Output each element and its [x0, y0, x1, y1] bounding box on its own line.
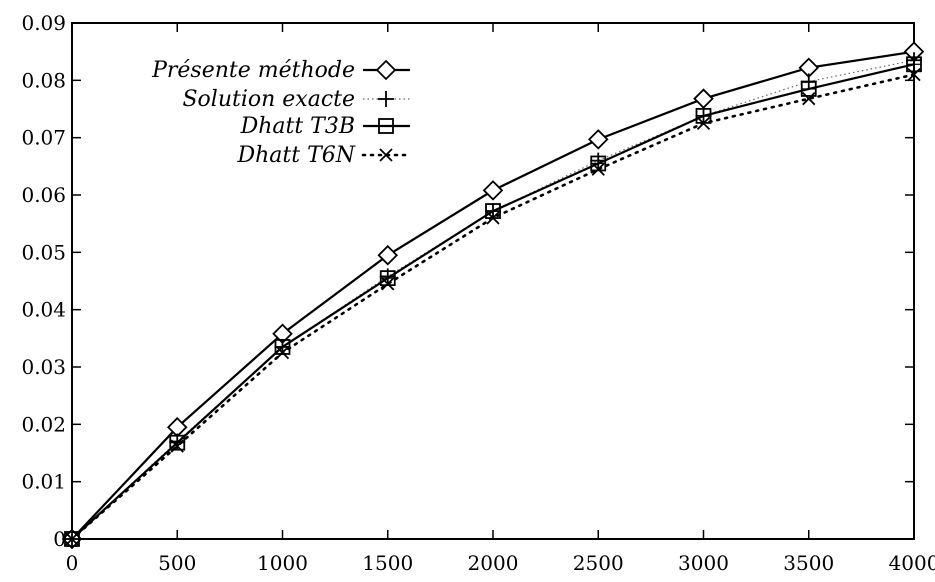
- data-point-s3-7: [802, 92, 816, 106]
- data-point-s1-5: [590, 152, 607, 169]
- data-point-s3-2: [275, 346, 290, 360]
- data-point-s2-8: [906, 56, 922, 73]
- series-lines: [70, 50, 916, 541]
- series-line-1: [71, 59, 915, 540]
- y-tick-label: 0.07: [21, 126, 66, 150]
- data-point-s3-7-b: [802, 92, 816, 106]
- data-point-s3-0-b: [65, 532, 79, 546]
- x-tick-label: 3000: [678, 551, 729, 575]
- data-point-s3-2-b: [275, 346, 290, 360]
- data-point-s1-8: [906, 52, 922, 69]
- data-point-s3-3: [381, 277, 395, 291]
- legend-label-3: Dhatt T6N: [236, 143, 355, 168]
- data-point-s3-5: [591, 162, 605, 176]
- y-tick-label: 0.03: [21, 355, 66, 379]
- x-tick-label: 500: [158, 551, 196, 575]
- legend-label-1: Solution exacte: [182, 87, 355, 112]
- series-line-2: [71, 63, 915, 540]
- axis-ticks: [71, 22, 915, 540]
- data-point-s3-0: [65, 532, 79, 546]
- data-point-s0-6: [693, 88, 714, 109]
- legend-marker-3-b: [379, 148, 393, 162]
- data-point-s3-1: [170, 439, 184, 453]
- data-point-s0-3: [377, 244, 399, 266]
- data-point-s3-3-b: [381, 277, 395, 291]
- legend-label-0: Présente méthode: [151, 58, 355, 83]
- x-tick-label: 3500: [783, 551, 834, 575]
- data-point-s2-7: [800, 81, 817, 97]
- y-tick-label: 0.09: [21, 11, 66, 35]
- x-tick-label: 0: [66, 551, 79, 575]
- y-tick-label: 0.08: [21, 68, 66, 92]
- data-point-s3-4-b: [486, 211, 500, 225]
- y-tick-label: 0.04: [21, 298, 66, 322]
- data-point-s3-1-b: [170, 439, 184, 453]
- data-point-s3-8-b: [907, 67, 921, 82]
- legend-marker-2: [378, 118, 394, 134]
- series-line-0: [71, 50, 915, 540]
- x-tick-label: 2000: [468, 551, 519, 575]
- x-tick-label: 1500: [362, 551, 413, 575]
- legend-marker-1: [378, 91, 394, 107]
- data-point-s0-4: [482, 180, 504, 201]
- data-point-s3-8: [907, 67, 921, 82]
- y-tick-label: 0.01: [21, 470, 66, 494]
- data-point-s0-5: [587, 129, 609, 150]
- y-tick-label: 0.06: [21, 183, 66, 207]
- y-tick-label: 0: [53, 527, 66, 551]
- data-point-s3-5-b: [591, 162, 605, 176]
- x-axis-tick-labels: 0 500 1000 1500 2000 2500 3000 3500 4000: [66, 551, 935, 575]
- x-tick-label: 2500: [573, 551, 624, 575]
- data-point-s3-4: [486, 211, 500, 225]
- y-tick-label: 0.05: [21, 240, 66, 264]
- legend-marker-0: [375, 59, 397, 81]
- y-axis-tick-labels: 0 0.01 0.02 0.03 0.04 0.05 0.06 0.07 0.08 0.09: [21, 11, 66, 551]
- x-tick-label: 4000: [889, 551, 935, 575]
- legend-marker-3: [379, 148, 393, 162]
- series-markers: [61, 41, 925, 550]
- legend-label-2: Dhatt T3B: [240, 114, 355, 139]
- x-tick-label: 1000: [257, 551, 308, 575]
- data-point-s3-6-b: [696, 116, 711, 130]
- y-tick-label: 0.02: [21, 412, 66, 436]
- data-point-s3-6: [696, 116, 711, 130]
- series-line-3: [70, 73, 916, 541]
